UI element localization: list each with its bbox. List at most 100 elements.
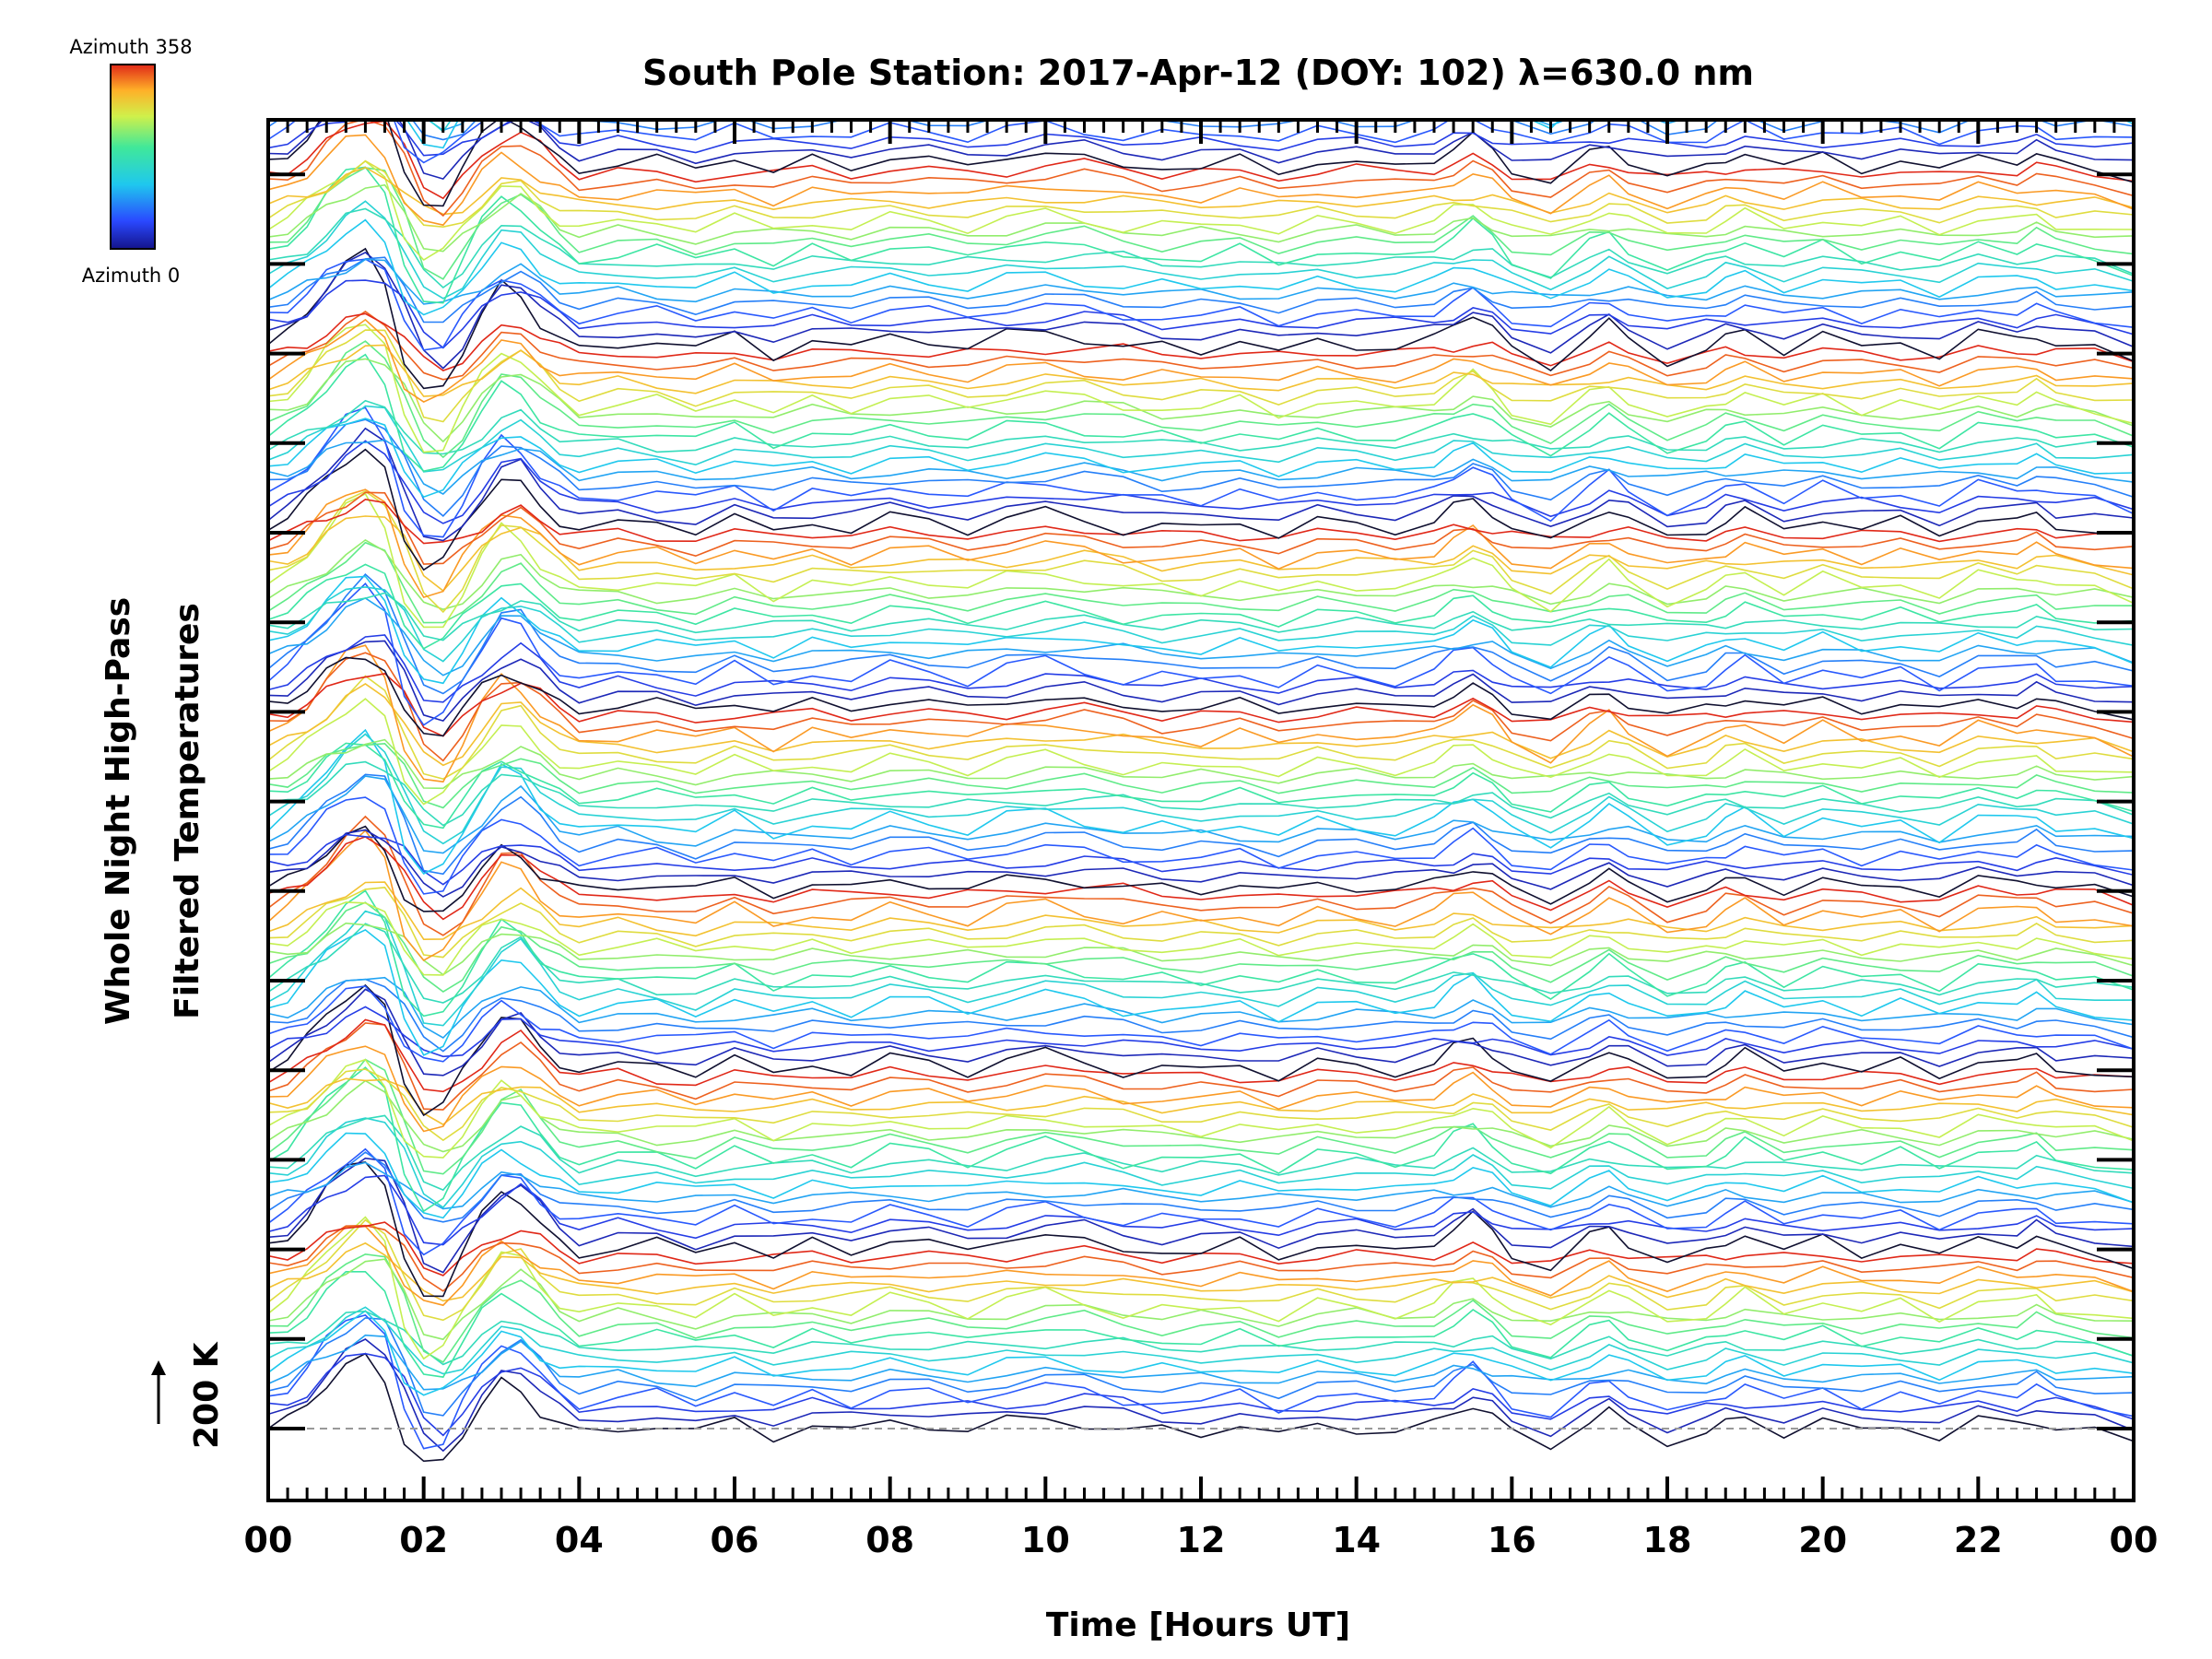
temperature-trace: [268, 418, 2134, 518]
temperature-trace: [268, 742, 2134, 809]
temperature-trace: [268, 563, 2134, 650]
temperature-trace: [268, 1114, 2134, 1192]
temperature-trace: [268, 279, 2134, 349]
temperature-trace: [268, 200, 2134, 300]
x-axis-ticks: [266, 120, 2136, 1500]
temperature-trace: [268, 983, 2134, 1117]
temperature-trace: [268, 329, 2134, 423]
temperature-trace: [268, 640, 2134, 723]
x-tick-label: 06: [711, 1520, 759, 1560]
x-tick-label: 22: [1954, 1520, 2003, 1560]
temperature-trace: [268, 1314, 2134, 1450]
x-tick-label: 10: [1021, 1520, 1070, 1560]
temperature-trace: [268, 405, 2134, 473]
temperature-trace: [268, 1068, 2134, 1142]
temperature-trace: [268, 1132, 2134, 1219]
temperature-trace: [268, 1157, 2134, 1274]
temperature-trace: [268, 258, 2134, 351]
x-tick-label: 12: [1177, 1520, 1226, 1560]
temperature-trace: [268, 1058, 2134, 1159]
temperature-trace: [268, 1117, 2134, 1209]
temperature-trace: [268, 120, 2134, 207]
x-axis-label: Time [Hours UT]: [1046, 1606, 1350, 1644]
y-axis-label-line1: Whole Night High-Pass: [100, 597, 137, 1025]
temperature-trace: [268, 1258, 2134, 1341]
temperature-trace: [268, 773, 2134, 876]
temperature-trace: [268, 829, 2134, 898]
temperature-trace: [268, 901, 2134, 976]
temperature-trace: [268, 1334, 2134, 1391]
temperature-trace: [268, 733, 2134, 845]
temperature-trace: [268, 1253, 2134, 1363]
x-tick-label: 08: [865, 1520, 914, 1560]
x-tick-label: 14: [1332, 1520, 1381, 1560]
scale-bar: 200 K: [151, 1341, 226, 1449]
temperature-trace: [268, 796, 2134, 895]
temperature-trace: [268, 1317, 2134, 1417]
temperature-trace: [268, 247, 2134, 390]
temperature-trace: [268, 490, 2134, 614]
temperature-trace: [268, 586, 2134, 663]
x-tick-label: 00: [244, 1520, 293, 1560]
temperature-trace: [268, 1006, 2134, 1058]
temperature-trace: [268, 166, 2134, 216]
temperature-trace: [268, 1310, 2134, 1366]
temperature-trace: [268, 683, 2134, 767]
temperature-trace: [268, 318, 2134, 404]
temperature-trace: [268, 675, 2134, 780]
temperature-trace: [268, 134, 2134, 227]
temperature-trace: [268, 166, 2134, 304]
y-axis-label-line2: Filtered Temperatures: [169, 603, 206, 1019]
temperature-trace: [268, 418, 2134, 499]
temperature-trace: [268, 978, 2134, 1053]
temperature-trace: [268, 0, 2134, 46]
temperature-trace: [268, 120, 2134, 164]
temperature-trace: [268, 1310, 2134, 1396]
temperature-trace: [268, 1058, 2134, 1175]
temperature-trace: [268, 833, 2134, 886]
temperature-trace: [268, 889, 2134, 1018]
temperature-trace: [268, 575, 2134, 685]
temperature-trace: [268, 120, 2134, 157]
temperature-trace: [268, 120, 2134, 181]
temperature-trace: [268, 634, 2134, 703]
temperature-trace: [268, 1221, 2134, 1277]
temperature-trace: [268, 1306, 2134, 1375]
temperature-trace: [268, 652, 2134, 762]
colorbar-ramp: [110, 64, 156, 250]
temperature-trace: [268, 815, 2134, 936]
temperature-trace: [268, 120, 2134, 200]
temperature-trace: [268, 1352, 2134, 1463]
temperature-trace: [268, 0, 2134, 33]
temperature-trace: [268, 439, 2134, 495]
temperature-trace: [268, 167, 2134, 280]
temperature-trace: [268, 159, 2134, 262]
temperature-trace: [268, 887, 2134, 959]
temperature-trace: [268, 985, 2134, 1063]
temperature-trace: [268, 1174, 2134, 1246]
chart-title: South Pole Station: 2017-Apr-12 (DOY: 10…: [642, 53, 1754, 93]
temperature-trace: [268, 120, 2134, 218]
temperature-trace: [268, 923, 2134, 1004]
temperature-trace: [268, 1225, 2134, 1307]
temperature-trace: [268, 881, 2134, 941]
y-axis-ticks: [268, 172, 2134, 1430]
temperature-trace: [268, 1018, 2134, 1093]
temperature-trace: [268, 1161, 2134, 1298]
temperature-trace: [268, 1338, 2134, 1453]
temperature-trace: [268, 541, 2134, 624]
temperature-trace: [268, 1077, 2134, 1126]
temperature-trace: [268, 1352, 2134, 1437]
temperature-trace: [268, 928, 2134, 1056]
temperature-trace: [268, 728, 2134, 876]
temperature-trace: [268, 901, 2134, 993]
temperature-trace: [268, 596, 2134, 677]
scale-bar-label: 200 K: [188, 1341, 226, 1449]
x-tick-label: 20: [1798, 1520, 1847, 1560]
temperature-trace: [268, 1147, 2134, 1256]
x-axis-tick-labels: 00 02 04 06 08 10 12 14 16 18 20 22 00: [244, 1520, 2159, 1560]
temperature-trace: [268, 218, 2134, 316]
temperature-trace: [268, 353, 2134, 472]
temperature-trace: [268, 312, 2134, 371]
